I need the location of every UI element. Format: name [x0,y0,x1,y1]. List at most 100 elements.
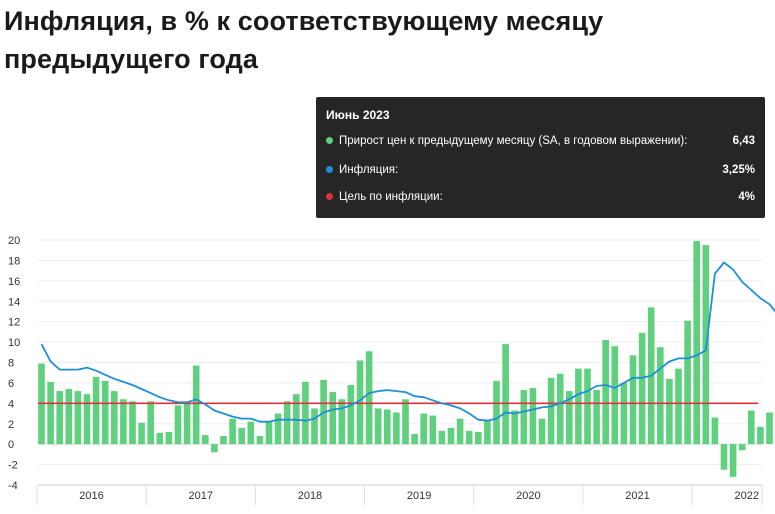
bar [538,418,546,445]
tooltip-label: Инфляция: [339,164,399,176]
bar [529,388,537,445]
bar [202,434,209,445]
bar [766,412,773,445]
bar [556,373,564,445]
bar [720,444,728,470]
bar [111,391,118,445]
bar [611,346,619,445]
bar [429,415,437,445]
bar [638,332,646,445]
y-tick-label: 6 [8,378,14,390]
bar [675,368,682,445]
bar [129,401,136,445]
bar [329,392,336,445]
bar [220,436,227,445]
y-tick-label: 18 [8,255,20,267]
bar [493,380,500,445]
bar [92,376,100,445]
bar [265,421,273,445]
bar [138,422,145,445]
y-tick-label: -4 [8,480,18,492]
x-tick-label: 2019 [407,490,431,502]
bar [120,399,127,445]
bar [629,355,637,445]
legend-dot-icon [326,136,333,144]
x-tick-label: 2017 [189,490,213,502]
bar [520,390,528,445]
bar [374,408,382,445]
bar [347,384,355,445]
bar [302,381,309,445]
bar [56,391,63,445]
tooltip-row-price-growth: Прирост цен к предыдущему месяцу (SA, в … [326,132,755,150]
bar [83,394,91,445]
bar [547,377,555,445]
bar [393,412,400,445]
bar [657,347,664,445]
tooltip-value: 3,25% [722,164,755,176]
tooltip-row-inflation: Инфляция: 3,25% [326,161,755,179]
inflation-line [40,261,775,423]
page-title: Инфляция, в % к соответствующему месяцу … [4,6,604,74]
bar [165,431,173,445]
bar [274,413,282,445]
y-tick-label: 14 [8,296,20,308]
bar [666,378,673,445]
x-tick-label: 2016 [79,490,103,502]
bar [729,444,737,477]
bar [711,417,719,445]
bar [192,365,200,445]
y-tick-label: 4 [8,398,14,410]
bar [365,351,373,445]
bar [338,399,346,445]
y-tick-label: 10 [8,337,20,349]
bar [183,403,191,445]
y-tick-label: 12 [8,317,20,329]
bar [101,380,109,445]
bar [447,427,455,445]
bar [566,391,573,445]
y-tick-label: 16 [8,276,20,288]
x-tick-label: 2022 [735,490,759,502]
bar [693,241,700,445]
bar [511,410,518,445]
bar [384,409,391,445]
y-tick-label: 2 [8,419,14,431]
inflation-chart[interactable]: -4-2024681012141618203,25201620172018201… [0,228,775,514]
bar [456,418,464,445]
bar [602,340,609,445]
bar [593,390,600,445]
bar [757,426,764,445]
y-tick-label: 0 [8,439,14,451]
tooltip-value: 6,43 [732,135,755,147]
legend-dot-icon [326,165,333,173]
x-tick-label: 2021 [625,490,649,502]
bar [311,408,318,445]
tooltip-period: Июнь 2023 [326,108,390,122]
x-tick-label: 2018 [298,490,322,502]
bar [283,401,291,445]
y-tick-label: 20 [8,235,20,247]
y-tick-label: -2 [8,460,18,472]
chart-tooltip: Июнь 2023 Прирост цен к предыдущему меся… [316,97,765,218]
bar [156,432,164,445]
tooltip-label: Цель по инфляции: [339,191,443,203]
bar [256,436,264,445]
bar [575,368,582,445]
bar [65,389,73,445]
bar [475,431,482,445]
bar [247,421,255,445]
legend-dot-icon [326,192,333,200]
bar [738,444,746,451]
tooltip-row-target: Цель по инфляции: 4% [326,188,755,206]
bar [402,399,409,445]
bar [229,418,236,445]
bar [47,381,54,445]
bar [438,430,446,445]
bar [356,360,364,445]
tooltip-value: 4% [738,191,755,203]
bar [584,368,591,445]
bar [748,410,755,445]
bar [420,413,427,445]
bar [684,320,691,445]
